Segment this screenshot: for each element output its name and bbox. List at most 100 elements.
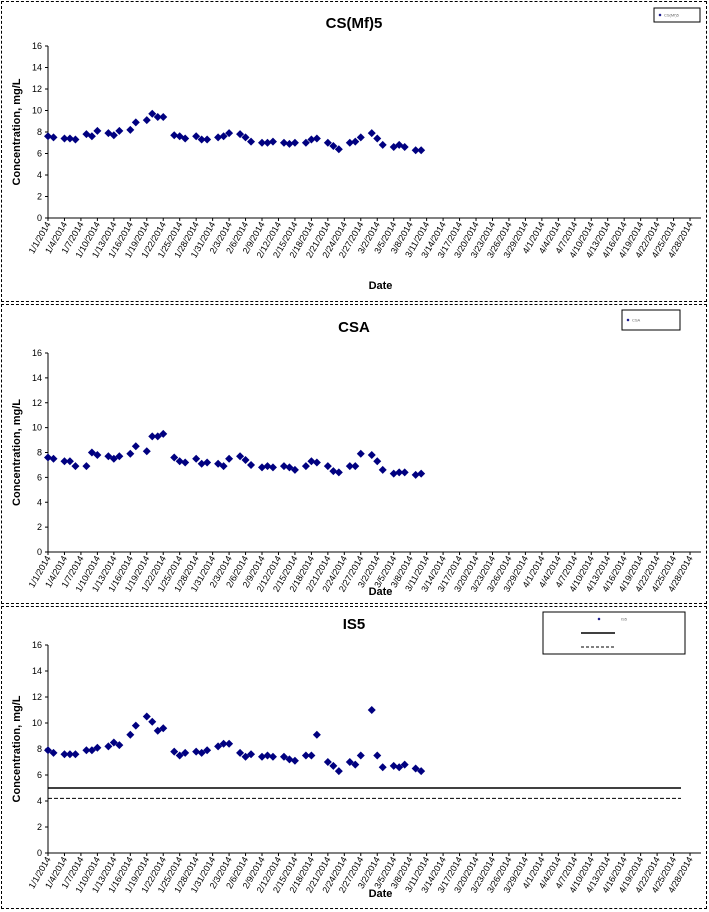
data-point: [60, 134, 69, 143]
y-tick-label: 0: [37, 213, 42, 223]
data-point: [197, 459, 206, 468]
data-point: [263, 751, 272, 760]
chart-title: CSA: [338, 319, 370, 336]
y-tick-label: 10: [32, 106, 42, 116]
data-point: [126, 125, 135, 134]
data-point: [312, 730, 321, 739]
data-point: [395, 468, 404, 477]
data-point: [290, 756, 299, 765]
data-point: [219, 462, 228, 471]
legend-marker: [597, 617, 601, 621]
data-point: [395, 763, 404, 772]
data-point: [181, 748, 190, 757]
data-point: [192, 132, 201, 141]
data-point: [109, 131, 118, 140]
x-axis-title: Date: [369, 586, 393, 598]
legend-label: IS5: [621, 617, 628, 622]
data-point: [389, 469, 398, 478]
data-point: [247, 750, 256, 759]
legend-label: CS(Mf)5: [664, 13, 680, 18]
data-point: [225, 739, 234, 748]
data-point: [153, 112, 162, 121]
legend-marker: [658, 13, 662, 17]
data-point: [345, 138, 354, 147]
y-axis-title: Concentration, mg/L: [11, 399, 23, 506]
data-point: [290, 465, 299, 474]
data-point: [378, 763, 387, 772]
y-tick-label: 6: [37, 472, 42, 482]
data-point: [334, 767, 343, 776]
data-point: [115, 741, 124, 750]
data-point: [104, 742, 113, 751]
data-point: [153, 726, 162, 735]
data-point: [44, 453, 52, 462]
legend-label: CSA: [632, 318, 641, 323]
data-point: [115, 452, 124, 461]
data-point: [356, 751, 365, 760]
data-point: [345, 758, 354, 766]
data-point: [417, 469, 426, 478]
legend-marker: [626, 318, 630, 322]
data-point: [71, 135, 80, 144]
data-point: [373, 134, 382, 143]
data-point: [131, 118, 140, 127]
data-point: [203, 135, 212, 144]
data-point: [351, 760, 360, 769]
data-point: [263, 138, 272, 147]
data-point: [400, 468, 409, 477]
data-point: [159, 724, 168, 733]
data-point: [175, 751, 184, 760]
data-point: [203, 746, 212, 755]
data-point: [301, 138, 310, 147]
data-point: [87, 746, 96, 755]
data-point: [65, 457, 74, 466]
y-tick-label: 12: [32, 692, 42, 702]
y-axis-title: Concentration, mg/L: [11, 78, 23, 185]
data-point: [373, 751, 382, 760]
data-point: [175, 457, 184, 466]
data-point: [268, 752, 277, 761]
data-point: [247, 137, 256, 146]
chart-title: CS(Mf)5: [326, 15, 383, 32]
data-point: [65, 750, 74, 759]
data-point: [148, 717, 157, 726]
legend-box: [621, 309, 681, 331]
data-point: [400, 143, 409, 152]
y-tick-label: 4: [37, 170, 42, 180]
data-point: [307, 457, 316, 466]
data-point: [181, 458, 190, 467]
data-point: [279, 462, 288, 471]
data-point: [131, 442, 140, 451]
data-point: [378, 465, 387, 474]
data-point: [60, 750, 69, 759]
data-point: [356, 133, 365, 142]
data-point: [345, 462, 354, 471]
data-point: [351, 137, 360, 146]
y-tick-label: 8: [37, 448, 42, 458]
data-point: [49, 748, 58, 757]
data-point: [93, 126, 102, 135]
data-point: [417, 767, 426, 776]
y-tick-label: 14: [32, 63, 42, 73]
y-tick-label: 12: [32, 398, 42, 408]
data-point: [115, 126, 124, 135]
y-tick-label: 10: [32, 718, 42, 728]
data-point: [411, 764, 420, 773]
data-point: [263, 462, 272, 471]
data-point: [236, 452, 245, 461]
data-point: [356, 449, 365, 458]
data-point: [417, 146, 426, 155]
y-tick-label: 2: [37, 822, 42, 832]
data-point: [159, 112, 168, 121]
data-point: [279, 138, 288, 147]
data-point: [131, 721, 140, 730]
data-point: [323, 462, 332, 471]
data-point: [258, 138, 267, 147]
data-point: [170, 131, 179, 140]
data-point: [307, 751, 316, 760]
data-point: [367, 450, 376, 459]
data-point: [142, 712, 151, 721]
data-point: [329, 141, 338, 150]
data-point: [197, 748, 206, 757]
